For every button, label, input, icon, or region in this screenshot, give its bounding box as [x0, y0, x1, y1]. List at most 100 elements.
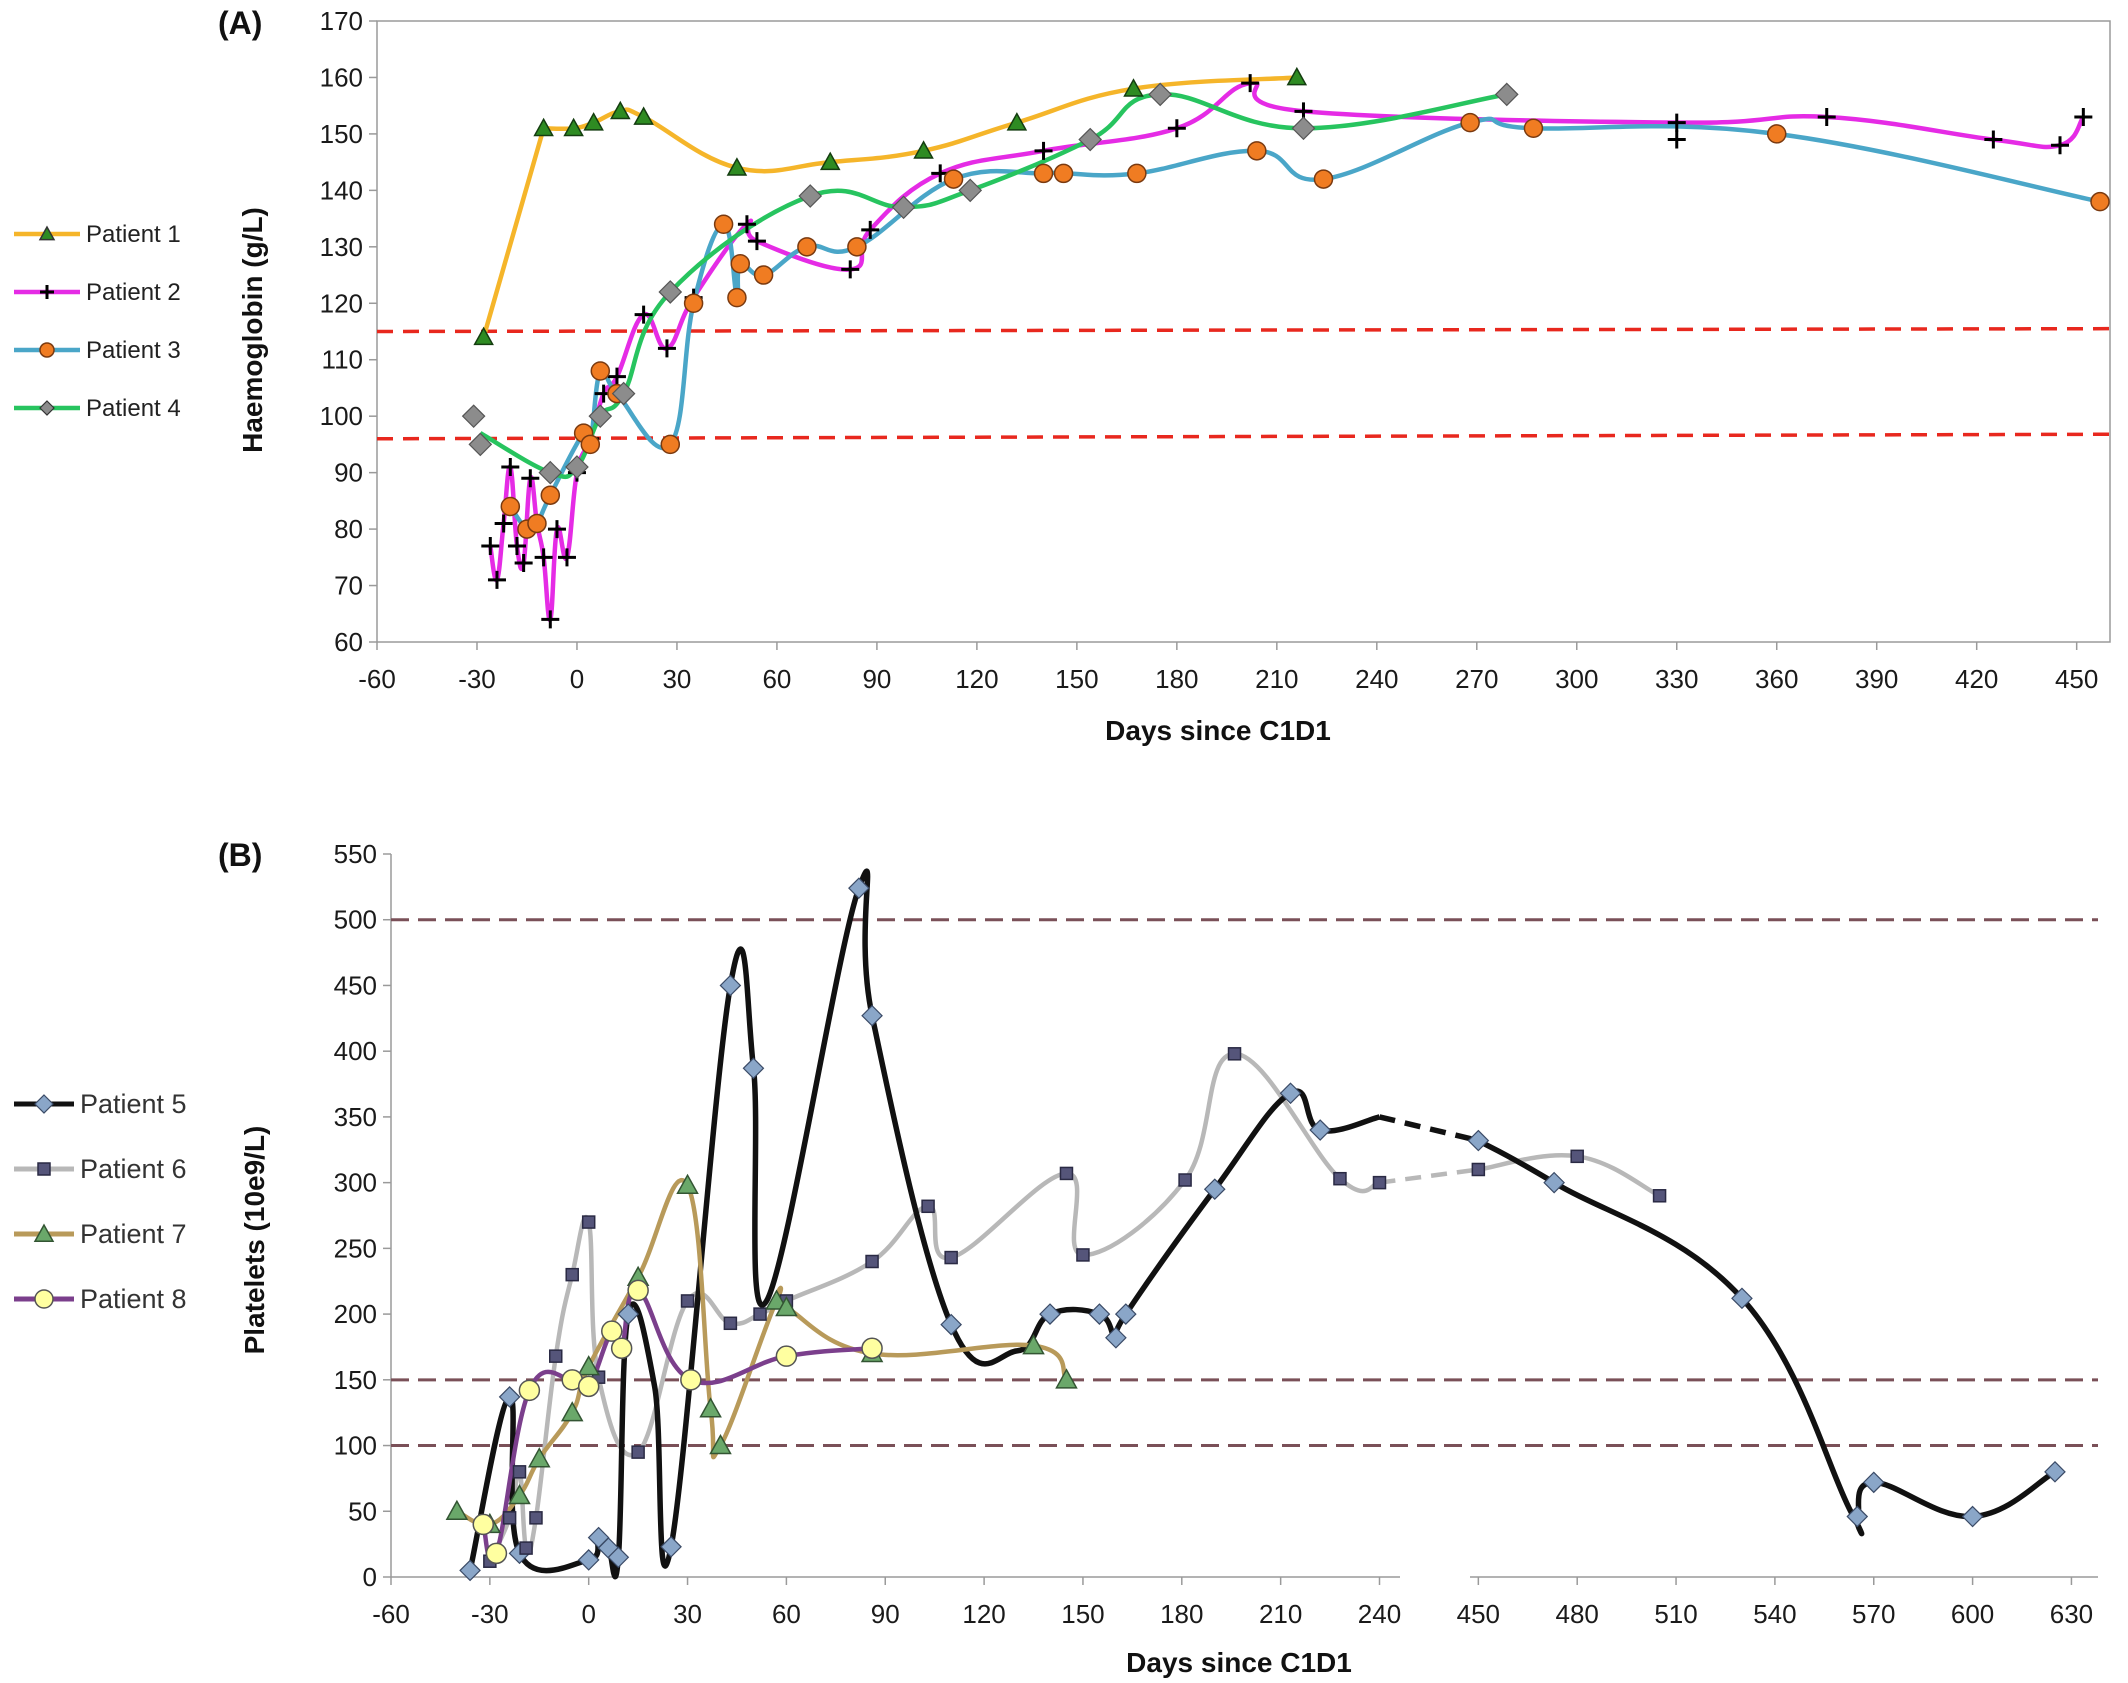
- panel-a-label: (A): [218, 5, 262, 41]
- data-point-patient-5: [459, 1559, 481, 1582]
- data-point-patient-5: [1309, 1119, 1332, 1141]
- data-point-patient-6: [631, 1445, 645, 1459]
- data-point-patient-7: [560, 1401, 584, 1422]
- data-point-patient-8: [485, 1542, 508, 1565]
- data-point-patient-2: [1984, 130, 2003, 149]
- data-point-patient-2: [841, 260, 860, 279]
- data-point-patient-3: [1033, 163, 1054, 184]
- data-point-patient-1: [633, 106, 654, 125]
- data-point-patient-2: [521, 469, 540, 488]
- data-point-patient-4: [798, 184, 823, 208]
- legend-item-patient-8: Patient 8: [14, 1284, 187, 1314]
- legend-marker: [34, 1094, 54, 1114]
- data-point-patient-1: [473, 326, 494, 346]
- x-tick-label: 570: [1852, 1599, 1895, 1629]
- data-point-patient-4: [1494, 82, 1519, 107]
- legend-marker: [33, 1223, 55, 1242]
- data-point-patient-6: [921, 1199, 935, 1214]
- y-tick-label: 120: [320, 288, 363, 318]
- panel-b-y-ticks: 0 50 100 150 200 250 300 350 400 450 500 550: [334, 839, 391, 1592]
- data-point-patient-3: [683, 293, 704, 314]
- data-point-patient-6: [723, 1316, 738, 1331]
- data-point-patient-3: [540, 485, 561, 505]
- data-point-patient-5: [617, 1303, 640, 1325]
- x-tick-label: 300: [1555, 664, 1598, 694]
- data-point-patient-4: [658, 280, 683, 304]
- x-tick-label: 60: [772, 1599, 801, 1629]
- data-point-patient-5: [577, 1549, 600, 1571]
- x-tick-label: 630: [2050, 1599, 2093, 1629]
- x-tick-label: 390: [1855, 664, 1898, 694]
- panel-b-x-axis-label: Days since C1D1: [1126, 1647, 1352, 1678]
- data-point-patient-4: [1291, 116, 1316, 141]
- reference-line: [376, 326, 2111, 334]
- data-point-patient-1: [726, 157, 748, 176]
- y-tick-label: 500: [334, 905, 377, 935]
- legend-item-patient-4: Patient 4: [14, 395, 181, 422]
- data-point-patient-2: [487, 570, 506, 589]
- data-point-patient-6: [1178, 1173, 1192, 1187]
- panel-b-y-axis-label: Platelets (10e9/L): [239, 1126, 270, 1355]
- data-point-patient-6: [1372, 1175, 1387, 1190]
- data-point-patient-1: [819, 151, 841, 171]
- y-tick-label: 250: [334, 1233, 377, 1263]
- data-point-patient-3: [797, 237, 817, 257]
- data-point-patient-5: [1543, 1171, 1565, 1194]
- data-point-patient-3: [1053, 163, 1074, 184]
- data-point-patient-3: [1127, 163, 1147, 184]
- x-tick-label: 30: [673, 1599, 702, 1629]
- panel-a: (A) 60 70 80 90 100 110 120 130 140 150 160 170 -60…: [14, 5, 2111, 746]
- data-point-patient-2: [1167, 119, 1186, 138]
- y-tick-label: 110: [322, 345, 363, 375]
- panel-a-legend: Patient 1 Patient 2 Patient 3 Patient 4: [14, 221, 181, 422]
- legend-label: Patient 8: [80, 1284, 187, 1314]
- data-point-patient-3: [727, 287, 747, 308]
- data-point-patient-4: [588, 404, 613, 429]
- data-point-patient-3: [753, 265, 774, 285]
- y-tick-label: 200: [334, 1299, 377, 1329]
- legend-item-patient-3: Patient 3: [14, 337, 181, 364]
- data-point-patient-3: [730, 254, 751, 274]
- x-tick-label: 240: [1358, 1599, 1401, 1629]
- panel-a-series-markers: [461, 66, 2110, 629]
- data-point-patient-5: [742, 1057, 765, 1080]
- data-point-patient-2: [2051, 136, 2070, 155]
- data-point-patient-3: [1523, 118, 1544, 139]
- data-point-patient-7: [676, 1173, 699, 1195]
- data-point-patient-8: [627, 1279, 649, 1302]
- x-tick-label: 360: [1755, 664, 1798, 694]
- x-tick-label: 510: [1654, 1599, 1697, 1629]
- x-tick-label: 90: [862, 664, 891, 694]
- y-tick-label: 80: [334, 514, 363, 544]
- x-tick-label: 0: [581, 1599, 595, 1629]
- data-point-patient-2: [657, 339, 676, 358]
- legend-marker: [40, 285, 54, 299]
- data-point-patient-2: [1667, 130, 1686, 149]
- data-point-patient-3: [943, 169, 964, 189]
- data-point-patient-8: [577, 1375, 600, 1398]
- legend-item-patient-1: Patient 1: [14, 221, 181, 248]
- y-tick-label: 400: [334, 1036, 377, 1066]
- data-point-patient-4: [1078, 127, 1103, 152]
- data-point-patient-2: [534, 548, 553, 567]
- data-point-patient-5: [940, 1313, 962, 1336]
- data-point-patient-1: [913, 140, 934, 159]
- y-tick-label: 90: [334, 458, 363, 488]
- data-point-patient-2: [481, 537, 500, 556]
- series-line-patient-6: [487, 1051, 1380, 1563]
- legend-label: Patient 7: [80, 1219, 187, 1249]
- data-point-patient-2: [501, 457, 520, 476]
- data-point-patient-8: [610, 1337, 633, 1360]
- data-point-patient-6: [944, 1250, 958, 1265]
- data-point-patient-5: [1731, 1287, 1753, 1310]
- y-tick-label: 300: [334, 1168, 377, 1198]
- data-point-patient-4: [891, 195, 916, 220]
- legend-item-patient-5: Patient 5: [14, 1089, 187, 1119]
- data-point-patient-3: [660, 434, 681, 455]
- data-point-patient-3: [713, 214, 734, 234]
- x-tick-label: 120: [955, 664, 998, 694]
- data-point-patient-2: [747, 232, 766, 251]
- data-point-patient-3: [1313, 169, 1334, 189]
- data-point-patient-5: [719, 974, 742, 997]
